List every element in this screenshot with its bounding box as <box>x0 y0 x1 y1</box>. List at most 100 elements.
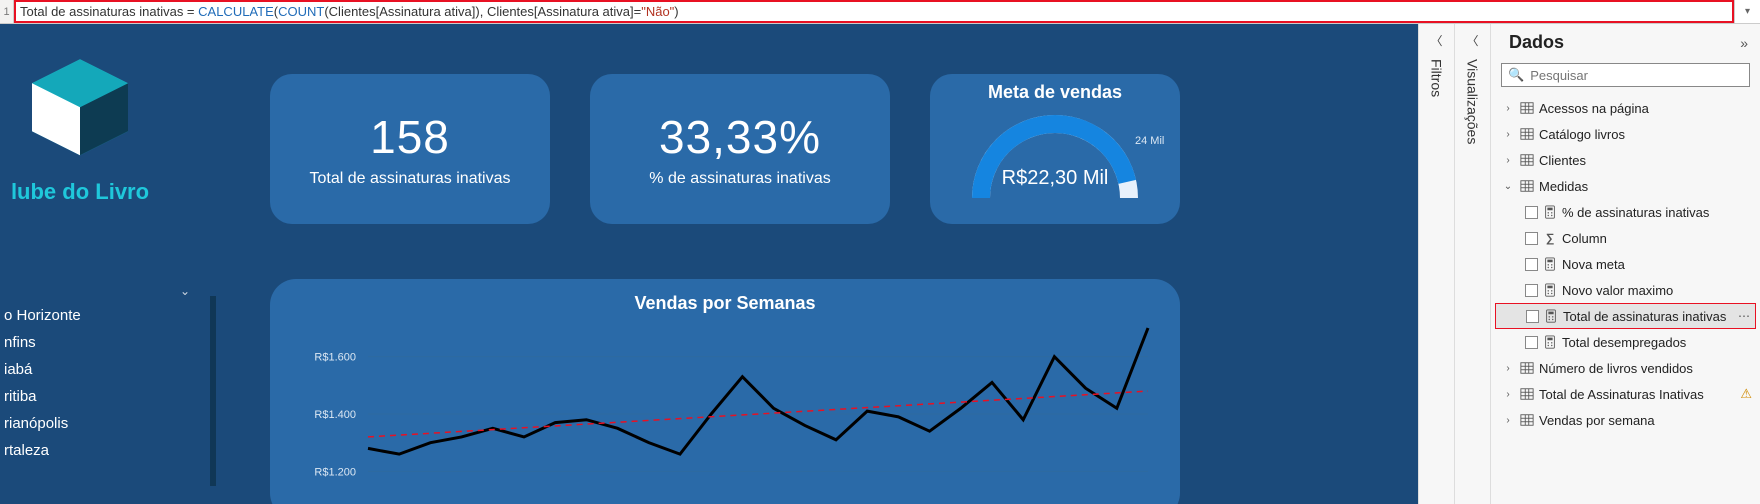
report-canvas[interactable]: lube do Livro 158 Total de assinaturas i… <box>0 24 1418 504</box>
formula-equals: = <box>183 4 198 19</box>
city-slicer[interactable]: ⌄ o Horizontenfinsiabáritibarianópolisrt… <box>0 280 200 464</box>
field-checkbox[interactable] <box>1525 336 1538 349</box>
field-checkbox[interactable] <box>1525 258 1538 271</box>
fields-table[interactable]: ⌄ Medidas <box>1495 173 1756 199</box>
calculator-icon <box>1543 309 1559 323</box>
book-logo-icon <box>20 52 140 172</box>
field-checkbox[interactable] <box>1525 284 1538 297</box>
gauge-end-label: 24 Mil <box>1135 135 1164 147</box>
card-total-inactive[interactable]: 158 Total de assinaturas inativas <box>270 74 550 224</box>
gauge-center-value: R$22,30 Mil <box>930 167 1180 190</box>
fields-table[interactable]: › Número de livros vendidos <box>1495 355 1756 381</box>
table-icon <box>1519 153 1535 167</box>
table-icon <box>1519 127 1535 141</box>
chevron-right-icon: › <box>1501 103 1515 114</box>
chevron-down-icon: ⌄ <box>1501 181 1515 192</box>
fields-table[interactable]: › Acessos na página <box>1495 95 1756 121</box>
chevron-right-icon: › <box>1501 415 1515 426</box>
fields-measure-name: Total de assinaturas inativas <box>1563 309 1734 324</box>
slicer-dropdown-toggle[interactable]: ⌄ <box>0 280 200 302</box>
fields-tree[interactable]: › Acessos na página › Catálogo livros › Clien… <box>1491 93 1760 504</box>
fields-measure[interactable]: ∑Column <box>1495 225 1756 251</box>
chart-series-line <box>368 328 1148 454</box>
visualizations-pane-collapsed[interactable]: 〈 Visualizações <box>1454 24 1490 504</box>
fields-measure-name: % de assinaturas inativas <box>1562 205 1756 220</box>
chevron-right-icon: › <box>1501 363 1515 374</box>
formula-expand-button[interactable]: ▾ <box>1734 0 1760 23</box>
warning-icon: ⚠ <box>1740 386 1752 402</box>
search-icon: 🔍 <box>1508 67 1524 83</box>
calculator-icon <box>1542 257 1558 271</box>
gauge-title: Meta de vendas <box>930 82 1180 103</box>
chevron-right-icon: › <box>1501 389 1515 400</box>
sigma-icon: ∑ <box>1542 231 1558 245</box>
slicer-item[interactable]: ritiba <box>0 383 200 410</box>
fields-search[interactable]: 🔍 <box>1501 63 1750 87</box>
y-axis-tick-label: R$1.400 <box>314 409 356 421</box>
fields-table-name: Catálogo livros <box>1539 127 1756 142</box>
chevron-left-icon: 〈 <box>1466 32 1478 49</box>
formula-measure-name: Total de assinaturas inativas <box>20 4 183 19</box>
slicer-scrollbar[interactable] <box>210 296 216 486</box>
fields-measure[interactable]: Total desempregados <box>1495 329 1756 355</box>
fields-table-name: Número de livros vendidos <box>1539 361 1756 376</box>
fields-measure[interactable]: Novo valor maximo <box>1495 277 1756 303</box>
formula-string: "Não" <box>641 4 674 19</box>
line-chart: R$1.600R$1.400R$1.200 <box>298 324 1158 504</box>
fields-pane: Dados » 🔍 › Acessos na página › Catálogo li… <box>1490 24 1760 504</box>
card-gauge-meta[interactable]: Meta de vendas 24 Mil R$22,30 Mil <box>930 74 1180 224</box>
field-checkbox[interactable] <box>1526 310 1539 323</box>
chart-title: Vendas por Semanas <box>298 293 1152 314</box>
fields-pane-title: Dados <box>1509 32 1564 53</box>
formula-line-number: 1 <box>0 0 14 23</box>
chart-vendas-semanas[interactable]: Vendas por Semanas R$1.600R$1.400R$1.200 <box>270 279 1180 504</box>
fields-measure[interactable]: Nova meta <box>1495 251 1756 277</box>
slicer-item[interactable]: o Horizonte <box>0 302 200 329</box>
fields-table[interactable]: › Catálogo livros <box>1495 121 1756 147</box>
fields-table[interactable]: › Vendas por semana <box>1495 407 1756 433</box>
more-options-button[interactable]: ⋯ <box>1738 309 1751 323</box>
table-icon <box>1519 387 1535 401</box>
card-value: 158 <box>370 110 450 164</box>
card-label: % de assinaturas inativas <box>649 170 830 188</box>
fields-table-name: Total de Assinaturas Inativas <box>1539 387 1736 402</box>
chevron-left-icon: 〈 <box>1430 32 1442 49</box>
fields-table-name: Vendas por semana <box>1539 413 1756 428</box>
formula-bar[interactable]: Total de assinaturas inativas = CALCULAT… <box>14 0 1734 23</box>
formula-fn-count: COUNT <box>278 4 324 19</box>
slicer-item[interactable]: nfins <box>0 329 200 356</box>
filters-label: Filtros <box>1429 59 1445 97</box>
field-checkbox[interactable] <box>1525 232 1538 245</box>
fields-table-name: Medidas <box>1539 179 1756 194</box>
visualizations-label: Visualizações <box>1465 59 1481 144</box>
fields-measure-name: Nova meta <box>1562 257 1756 272</box>
slicer-item[interactable]: rtaleza <box>0 437 200 464</box>
fields-table[interactable]: › Total de Assinaturas Inativas ⚠ <box>1495 381 1756 407</box>
fields-table[interactable]: › Clientes <box>1495 147 1756 173</box>
fields-measure[interactable]: % de assinaturas inativas <box>1495 199 1756 225</box>
filters-pane-collapsed[interactable]: 〈 Filtros <box>1418 24 1454 504</box>
slicer-item[interactable]: rianópolis <box>0 410 200 437</box>
formula-paren: ) <box>674 4 678 19</box>
card-label: Total de assinaturas inativas <box>310 170 511 188</box>
fields-table-name: Acessos na página <box>1539 101 1756 116</box>
card-value: 33,33% <box>659 110 821 164</box>
y-axis-tick-label: R$1.600 <box>314 352 356 364</box>
fields-search-input[interactable] <box>1530 68 1743 83</box>
chevron-down-icon: ⌄ <box>180 284 190 298</box>
brand-name: lube do Livro <box>0 179 160 205</box>
fields-measure[interactable]: Total de assinaturas inativas ⋯ <box>1495 303 1756 329</box>
chevron-right-icon: › <box>1501 155 1515 166</box>
formula-colref: Clientes[Assinatura ativa] <box>487 4 634 19</box>
fields-table-name: Clientes <box>1539 153 1756 168</box>
calculator-icon <box>1542 283 1558 297</box>
field-checkbox[interactable] <box>1525 206 1538 219</box>
chevron-right-icon: › <box>1501 129 1515 140</box>
formula-bar-row: 1 Total de assinaturas inativas = CALCUL… <box>0 0 1760 24</box>
chevron-down-icon: ▾ <box>1745 6 1750 17</box>
fields-measure-name: Novo valor maximo <box>1562 283 1756 298</box>
expand-pane-button[interactable]: » <box>1740 35 1748 51</box>
slicer-item[interactable]: iabá <box>0 356 200 383</box>
table-icon <box>1519 101 1535 115</box>
card-pct-inactive[interactable]: 33,33% % de assinaturas inativas <box>590 74 890 224</box>
